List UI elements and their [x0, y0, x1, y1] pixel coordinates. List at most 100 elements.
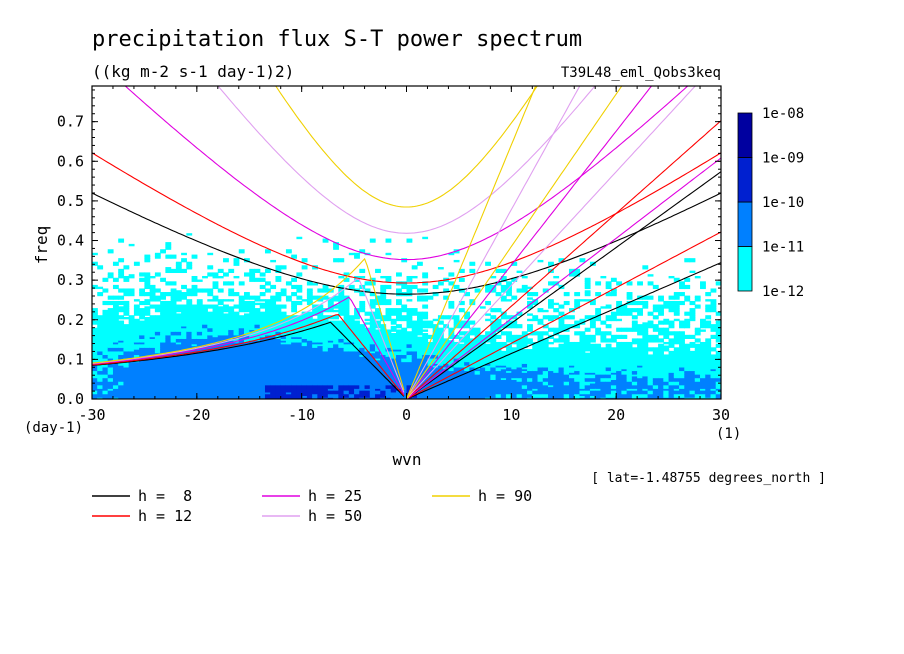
- power-cell: [464, 370, 470, 373]
- power-cell: [238, 377, 245, 380]
- power-cell: [181, 316, 187, 320]
- power-cell: [548, 381, 554, 384]
- power-cell: [97, 370, 104, 373]
- power-cell: [291, 370, 298, 373]
- power-cell: [249, 374, 256, 377]
- power-cell: [390, 386, 397, 389]
- power-cell: [139, 331, 146, 334]
- power-cell: [322, 368, 329, 372]
- power-cell: [196, 368, 203, 372]
- power-cell: [327, 363, 334, 366]
- power-cell: [196, 370, 203, 373]
- power-cell: [92, 393, 98, 397]
- power-cell: [364, 370, 371, 373]
- power-cell: [107, 322, 114, 325]
- power-cell: [485, 359, 491, 363]
- power-cell: [359, 334, 366, 338]
- power-cell: [527, 372, 533, 375]
- power-cell: [359, 390, 366, 393]
- power-cell: [432, 357, 439, 361]
- power-cell: [396, 343, 402, 347]
- power-cell: [280, 338, 287, 341]
- power-cell: [154, 324, 161, 327]
- power-cell: [181, 284, 187, 288]
- power-cell: [160, 293, 166, 297]
- power-cell: [133, 347, 140, 350]
- power-cell: [97, 340, 104, 343]
- power-cell: [458, 395, 465, 398]
- power-cell: [301, 368, 308, 372]
- power-cell: [254, 309, 261, 313]
- power-cell: [343, 354, 350, 357]
- power-cell: [333, 377, 339, 380]
- power-cell: [306, 320, 313, 323]
- power-cell: [385, 357, 392, 361]
- power-cell: [380, 384, 387, 388]
- power-cell: [186, 322, 193, 325]
- power-cell: [527, 356, 533, 359]
- power-cell: [244, 384, 250, 388]
- power-cell: [495, 397, 502, 399]
- power-cell: [375, 268, 381, 272]
- power-cell: [354, 254, 360, 257]
- power-cell: [521, 361, 528, 364]
- power-cell: [532, 379, 539, 382]
- power-cell: [548, 315, 554, 318]
- power-cell: [301, 379, 308, 382]
- power-cell: [521, 381, 528, 384]
- power-cell: [270, 356, 277, 359]
- power-cell: [411, 329, 418, 332]
- power-cell: [432, 350, 439, 354]
- power-cell: [191, 327, 198, 331]
- power-cell: [102, 391, 109, 395]
- power-cell: [133, 375, 140, 379]
- power-cell: [285, 297, 292, 300]
- power-cell: [375, 388, 381, 391]
- power-cell: [448, 375, 455, 379]
- power-cell: [160, 322, 166, 325]
- power-cell: [558, 374, 565, 377]
- power-cell: [285, 365, 292, 368]
- power-cell: [432, 393, 439, 397]
- power-cell: [469, 393, 476, 397]
- power-cell: [202, 352, 208, 356]
- power-cell: [416, 361, 423, 364]
- power-cell: [437, 361, 444, 364]
- power-cell: [207, 393, 214, 397]
- power-cell: [469, 354, 476, 357]
- power-cell: [133, 352, 140, 356]
- power-cell: [133, 397, 140, 399]
- power-cell: [170, 322, 177, 325]
- power-cell: [448, 368, 455, 372]
- power-cell: [181, 334, 187, 338]
- power-cell: [275, 379, 282, 382]
- power-cell: [238, 306, 245, 309]
- power-cell: [406, 308, 413, 311]
- power-cell: [348, 397, 355, 399]
- power-cell: [343, 352, 350, 356]
- power-cell: [112, 340, 119, 343]
- power-cell: [244, 331, 250, 334]
- power-cell: [469, 352, 476, 356]
- power-cell: [186, 265, 193, 268]
- power-cell: [165, 254, 172, 257]
- power-cell: [369, 361, 376, 364]
- power-cell: [527, 381, 533, 384]
- power-cell: [280, 345, 287, 348]
- power-cell: [196, 397, 203, 399]
- power-cell: [537, 386, 544, 389]
- power-cell: [532, 397, 539, 399]
- power-cell: [291, 352, 298, 356]
- power-cell: [107, 316, 114, 320]
- power-cell: [154, 395, 161, 398]
- power-cell: [322, 338, 329, 341]
- power-cell: [207, 292, 214, 295]
- power-cell: [102, 388, 109, 391]
- power-cell: [149, 377, 156, 380]
- power-cell: [516, 325, 523, 329]
- power-cell: [107, 350, 114, 354]
- power-cell: [333, 350, 339, 354]
- power-cell: [380, 324, 387, 327]
- power-cell: [301, 390, 308, 393]
- power-cell: [495, 308, 502, 311]
